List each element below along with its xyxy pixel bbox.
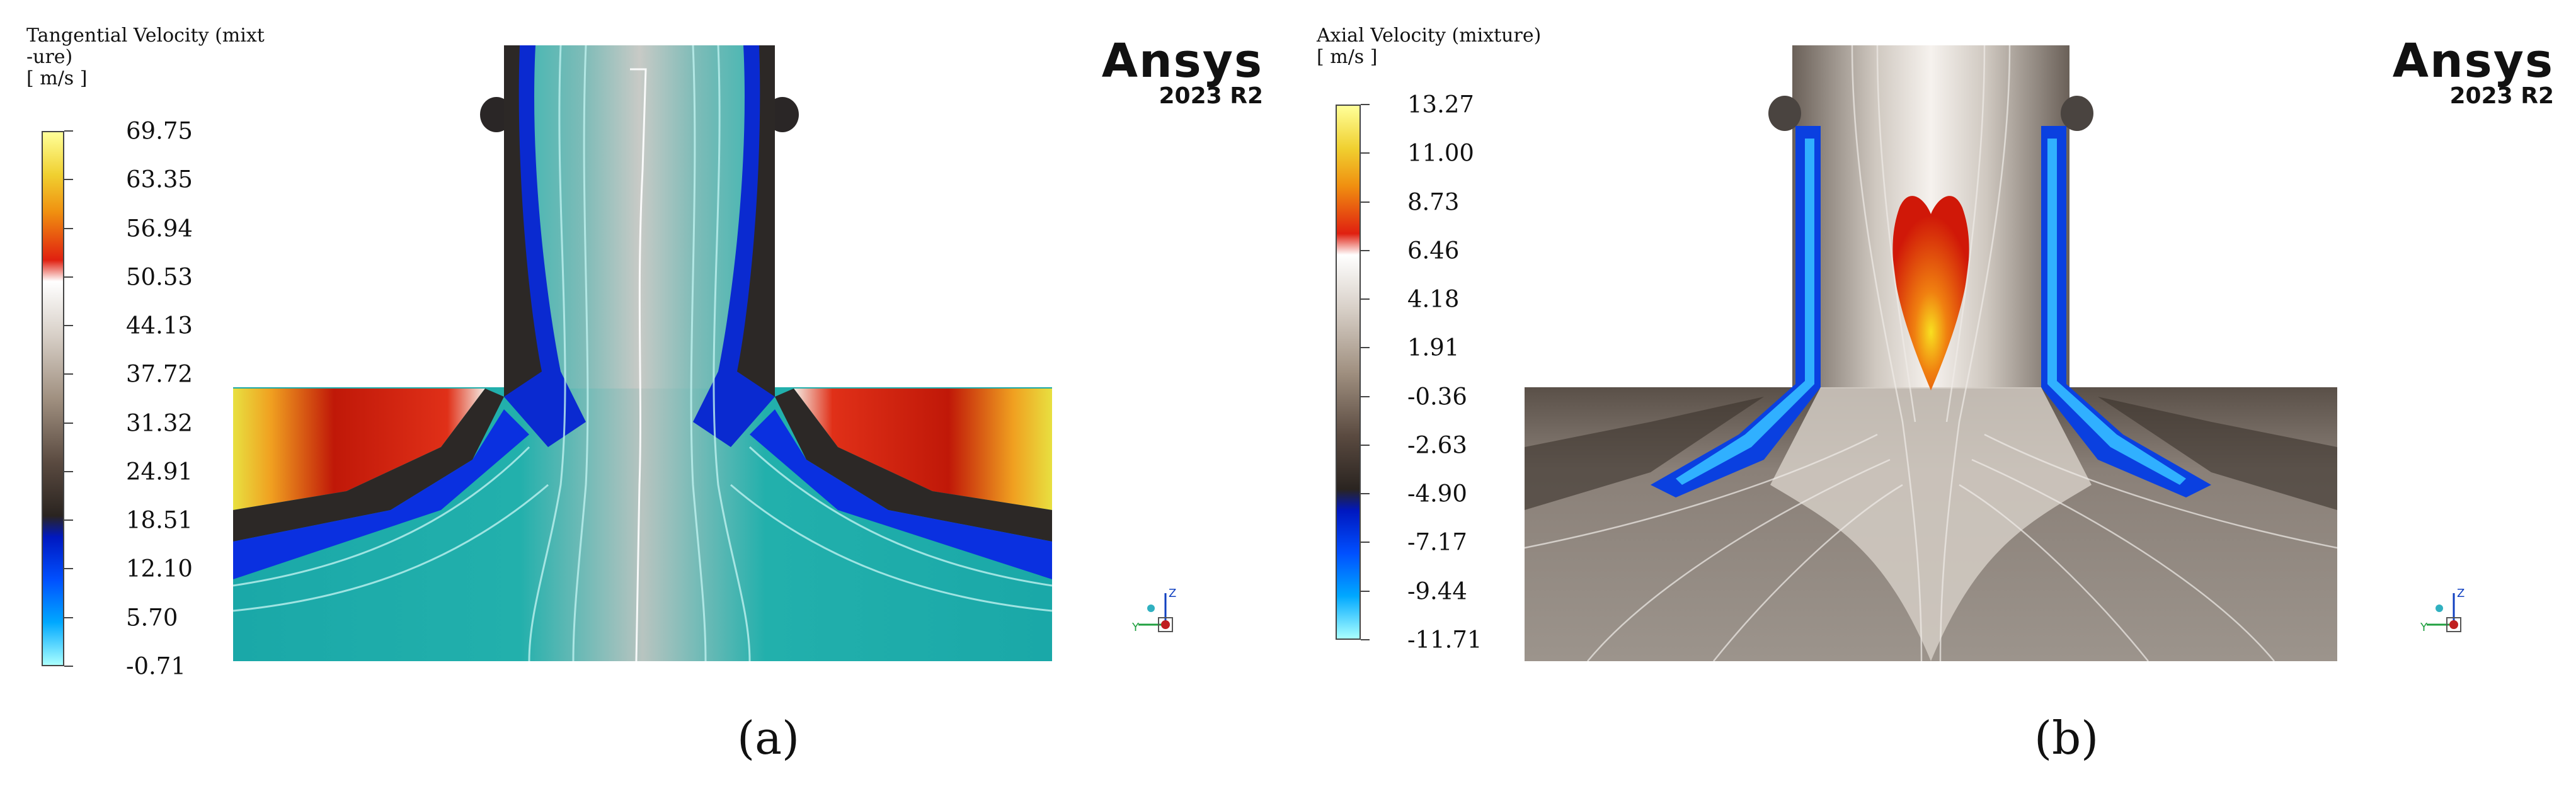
tick-label: -9.44 xyxy=(1407,577,1467,605)
tick-label: 56.94 xyxy=(126,215,193,242)
panel-b: Axial Velocity (mixture) [ m/s ] 13.27 1… xyxy=(1288,0,2576,789)
tick-label: 63.35 xyxy=(126,166,193,193)
color-bar-ticks: 13.27 11.00 8.73 6.46 4.18 1.91 -0.36 -2… xyxy=(1407,91,1546,654)
logo-name: Ansys xyxy=(2392,34,2554,88)
tick-label: -4.90 xyxy=(1407,480,1467,508)
axis-triad-icon: Z Y xyxy=(1131,587,1176,634)
tick-label: 18.51 xyxy=(126,506,193,534)
tick-label: 5.70 xyxy=(126,604,178,632)
color-bar xyxy=(1336,105,1361,640)
tick-label: -7.17 xyxy=(1407,528,1467,556)
tick-label: 69.75 xyxy=(126,117,193,145)
axial-velocity-contour xyxy=(1525,45,2337,661)
tick-label: -0.71 xyxy=(126,652,186,680)
tick-label: 4.18 xyxy=(1407,285,1460,313)
tick-label: 12.10 xyxy=(126,555,193,582)
tick-label: 8.73 xyxy=(1407,188,1460,216)
ansys-logo: Ansys 2023 R2 xyxy=(2359,38,2554,108)
tick-label: 37.72 xyxy=(126,360,193,388)
legend-title: Axial Velocity (mixture) [ m/s ] xyxy=(1317,25,1542,68)
tick-label: -11.71 xyxy=(1407,626,1482,654)
color-bar-ticks: 69.75 63.35 56.94 50.53 44.13 37.72 31.3… xyxy=(126,118,252,680)
tick-label: 13.27 xyxy=(1407,91,1474,118)
tick-label: 31.32 xyxy=(126,409,193,437)
tick-label: 44.13 xyxy=(126,312,193,339)
tangential-velocity-contour xyxy=(233,45,1052,661)
axis-z-label: Z xyxy=(2457,587,2464,600)
tick-label: 50.53 xyxy=(126,263,193,291)
color-bar xyxy=(42,131,64,666)
logo-version: 2023 R2 xyxy=(2449,83,2555,109)
legend-title: Tangential Velocity (mixt -ure) [ m/s ] xyxy=(26,25,265,89)
panel-a: Tangential Velocity (mixt -ure) [ m/s ] … xyxy=(26,25,1263,765)
figure-caption: (a) xyxy=(737,712,800,764)
axis-y-label: Y xyxy=(2420,621,2428,634)
tick-label: 6.46 xyxy=(1407,237,1460,264)
tick-label: 11.00 xyxy=(1407,139,1474,167)
axis-triad-icon: Z Y xyxy=(2420,587,2464,634)
axis-y-label: Y xyxy=(1131,621,1140,634)
tick-label: 24.91 xyxy=(126,458,193,485)
logo-version: 2023 R2 xyxy=(1159,83,1264,109)
ansys-logo: Ansys 2023 R2 xyxy=(1068,38,1263,108)
tick-label: -2.63 xyxy=(1407,431,1467,459)
tick-label: -0.36 xyxy=(1407,383,1467,411)
logo-name: Ansys xyxy=(1101,34,1263,88)
tick-label: 1.91 xyxy=(1407,334,1460,361)
axis-z-label: Z xyxy=(1169,587,1176,600)
figure-caption: (b) xyxy=(2034,712,2099,764)
